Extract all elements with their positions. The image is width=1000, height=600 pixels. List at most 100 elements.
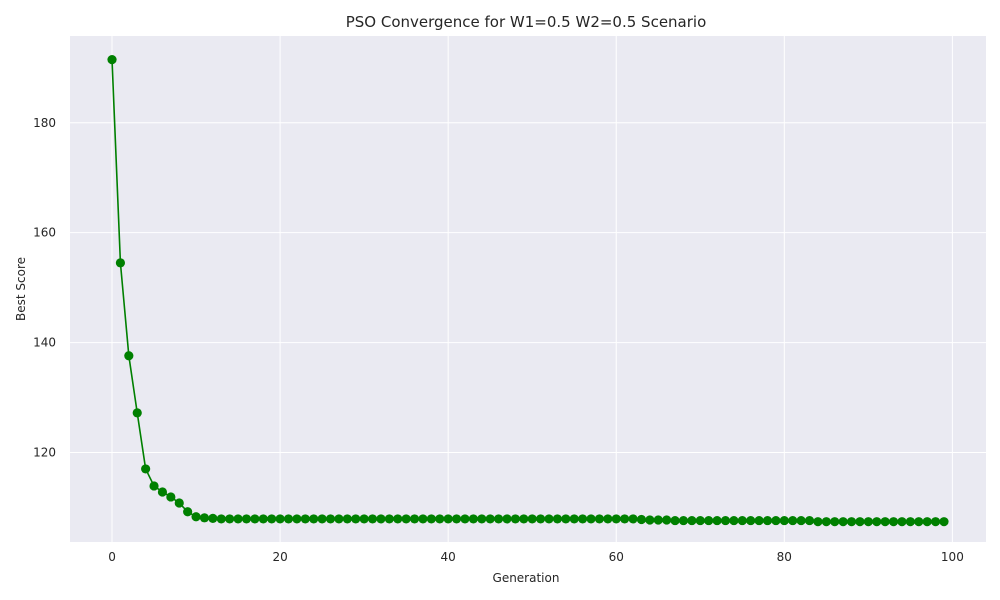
data-point	[930, 517, 941, 527]
data-point	[174, 498, 184, 508]
data-point	[779, 515, 789, 526]
data-point	[132, 408, 142, 418]
data-point	[418, 514, 428, 524]
data-point	[645, 515, 655, 525]
data-point	[233, 514, 243, 524]
chart-title: PSO Convergence for W1=0.5 W2=0.5 Scenar…	[346, 13, 707, 31]
data-point	[888, 517, 899, 527]
data-point	[250, 514, 260, 524]
data-point	[351, 514, 361, 524]
y-tick-label: 180	[33, 116, 56, 130]
data-point	[241, 514, 252, 524]
data-point	[300, 514, 310, 524]
x-axis-label: Generation	[493, 571, 560, 585]
data-point	[771, 515, 781, 526]
data-point	[636, 514, 647, 525]
data-point	[216, 514, 226, 524]
data-point	[863, 517, 873, 527]
data-point	[872, 517, 882, 527]
data-point	[342, 514, 352, 524]
data-point	[620, 514, 630, 524]
data-point	[813, 517, 823, 527]
data-point	[939, 517, 949, 527]
data-point	[468, 514, 478, 524]
y-tick-label: 120	[33, 445, 56, 459]
data-point	[225, 514, 235, 524]
data-point	[258, 514, 268, 524]
data-point	[317, 514, 327, 524]
data-point	[762, 515, 773, 526]
data-point	[695, 515, 705, 526]
data-point	[788, 515, 798, 526]
data-point	[746, 515, 756, 526]
data-point	[754, 515, 764, 526]
data-point	[804, 515, 815, 526]
data-point	[292, 514, 302, 524]
data-point	[460, 514, 470, 524]
x-tick-label: 40	[441, 550, 456, 564]
data-point	[267, 514, 277, 524]
data-point	[166, 492, 176, 502]
x-tick-label: 80	[777, 550, 792, 564]
data-point	[124, 351, 134, 361]
data-point	[569, 514, 579, 524]
series-layer	[107, 55, 949, 527]
x-tick-label: 20	[272, 550, 287, 564]
data-point	[704, 515, 714, 526]
data-point	[141, 464, 151, 474]
data-point	[662, 515, 672, 525]
data-point	[477, 514, 487, 524]
data-point	[325, 514, 336, 524]
data-point	[208, 513, 218, 523]
data-point	[401, 514, 411, 524]
data-point	[712, 515, 722, 526]
data-point	[536, 514, 546, 524]
data-point	[687, 515, 697, 526]
grid-lines	[70, 36, 986, 542]
data-point	[435, 514, 445, 524]
data-point	[628, 514, 638, 524]
data-point	[359, 514, 369, 524]
data-point	[603, 514, 613, 524]
data-point	[922, 517, 932, 527]
data-point	[796, 515, 806, 526]
data-point	[283, 514, 294, 524]
data-point	[510, 514, 520, 524]
data-point	[729, 515, 739, 526]
data-point	[199, 513, 210, 523]
data-point	[485, 514, 495, 524]
data-point	[855, 517, 865, 527]
x-tick-label: 100	[941, 550, 964, 564]
data-point	[157, 487, 168, 497]
data-point	[309, 514, 319, 524]
data-point	[527, 514, 537, 524]
data-point	[334, 514, 344, 524]
data-point	[720, 515, 731, 526]
data-point	[443, 514, 453, 524]
data-point	[191, 512, 201, 522]
data-point	[846, 517, 857, 527]
data-point	[578, 514, 588, 524]
data-point	[594, 514, 605, 524]
x-tick-label: 60	[609, 550, 624, 564]
data-point	[914, 517, 924, 527]
data-point	[451, 514, 462, 524]
data-point	[678, 515, 689, 526]
data-point	[493, 514, 504, 524]
data-point	[519, 514, 529, 524]
data-point	[830, 517, 840, 527]
data-point	[367, 514, 378, 524]
data-point	[426, 514, 436, 524]
data-point	[905, 517, 915, 527]
data-point	[275, 514, 285, 524]
data-point	[183, 507, 193, 517]
data-point	[586, 514, 596, 524]
data-point	[376, 514, 386, 524]
plot-area	[70, 36, 986, 542]
data-point	[115, 258, 126, 268]
data-point	[838, 517, 848, 527]
y-axis-label: Best Score	[14, 257, 28, 321]
data-point	[670, 515, 680, 526]
tick-labels: 0 20 40 60 80 100 120 140 160 180	[33, 116, 964, 564]
x-tick-label: 0	[108, 550, 116, 564]
